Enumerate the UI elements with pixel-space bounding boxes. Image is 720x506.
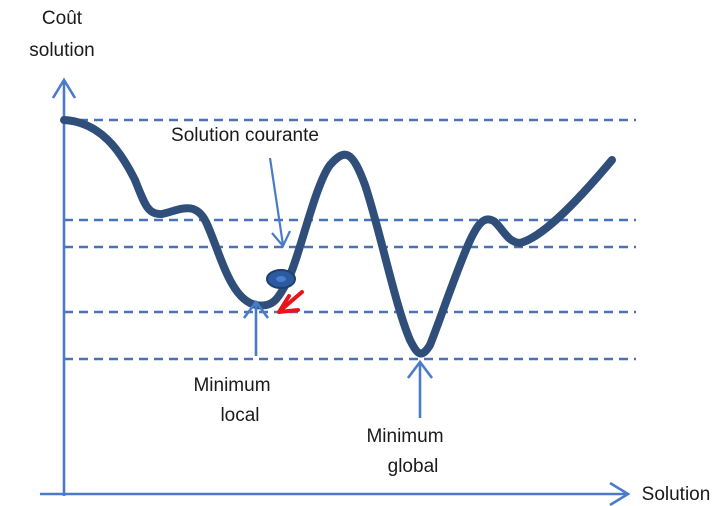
local-min-label-line2: local [220, 405, 259, 426]
cost-curve [60, 116, 616, 358]
x-axis-label: Solution [642, 484, 711, 505]
global-min-label-line2: global [388, 456, 439, 477]
local-min-arrow-head [242, 299, 270, 319]
move-arrow-icon [279, 290, 304, 312]
x-axis-arrow [609, 481, 631, 506]
local-min-label-line1: Minimum [193, 375, 270, 396]
current-pointer-head [271, 230, 291, 249]
current-pointer-arrow [268, 157, 285, 246]
global-min-arrow-head [406, 359, 434, 379]
y-axis-label-line2: solution [29, 40, 95, 61]
dashed-levels [64, 118, 636, 361]
current-solution-label: Solution courante [171, 125, 319, 146]
y-axis-label-line1: Coût [42, 8, 83, 29]
global-min-label-line1: Minimum [366, 426, 443, 447]
current-solution-marker-highlight [276, 276, 286, 282]
y-axis-arrow [51, 77, 77, 99]
move-arrow-head-icon [277, 294, 300, 314]
